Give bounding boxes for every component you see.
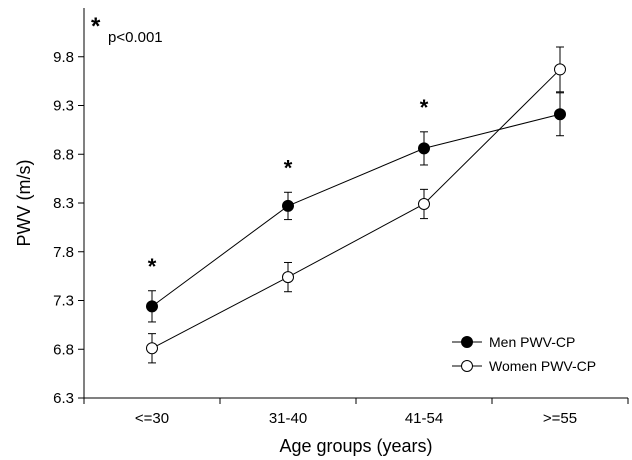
legend-label: Women PWV-CP: [489, 358, 596, 374]
y-tick-label: 6.3: [53, 390, 74, 407]
y-tick-label: 9.8: [53, 49, 74, 66]
y-axis-label: PWV (m/s): [14, 160, 34, 247]
y-tick-label: 7.8: [53, 244, 74, 261]
note-star: *: [91, 13, 101, 40]
y-tick-label: 9.3: [53, 98, 74, 115]
significance-star: *: [420, 95, 429, 120]
y-tick-label: 8.8: [53, 146, 74, 163]
series-men: [146, 92, 566, 323]
series-line: [151, 113, 561, 307]
series-layer: [146, 46, 566, 364]
data-point: [146, 342, 158, 355]
series-women: [146, 46, 566, 364]
x-tick-label: <=30: [135, 410, 169, 427]
x-tick-label: 31-40: [269, 410, 307, 427]
x-tick-label: 41-54: [405, 410, 443, 427]
legend-item: Men PWV-CP: [452, 334, 575, 350]
x-axis-label: Age groups (years): [279, 436, 432, 456]
x-tick-label: >=55: [543, 410, 577, 427]
legend-label: Men PWV-CP: [489, 334, 575, 350]
significance-star: *: [148, 254, 157, 279]
significance-marks: * * *: [148, 95, 429, 279]
legend-marker: [461, 360, 473, 372]
data-point: [554, 108, 566, 121]
data-point: [146, 300, 158, 313]
series-line: [151, 69, 561, 349]
significance-note: * p<0.001: [91, 13, 163, 46]
x-axis-ticks: <=30 31-40 41-54 >=55: [83, 398, 629, 427]
data-point: [418, 142, 430, 155]
y-tick-label: 6.8: [53, 341, 74, 358]
data-point: [282, 271, 294, 284]
significance-star: *: [284, 155, 293, 180]
legend-item: Women PWV-CP: [452, 358, 596, 374]
data-point: [418, 197, 430, 210]
data-point: [554, 63, 566, 76]
y-tick-label: 7.3: [53, 293, 74, 310]
y-tick-label: 8.3: [53, 195, 74, 212]
note-text: p<0.001: [108, 29, 163, 46]
y-axis-ticks: 6.3 6.8 7.3 7.8 8.3 8.8 9.3 9.8: [53, 49, 84, 407]
legend-marker: [461, 336, 473, 348]
data-point: [282, 199, 294, 212]
legend: Men PWV-CP Women PWV-CP: [452, 334, 596, 374]
